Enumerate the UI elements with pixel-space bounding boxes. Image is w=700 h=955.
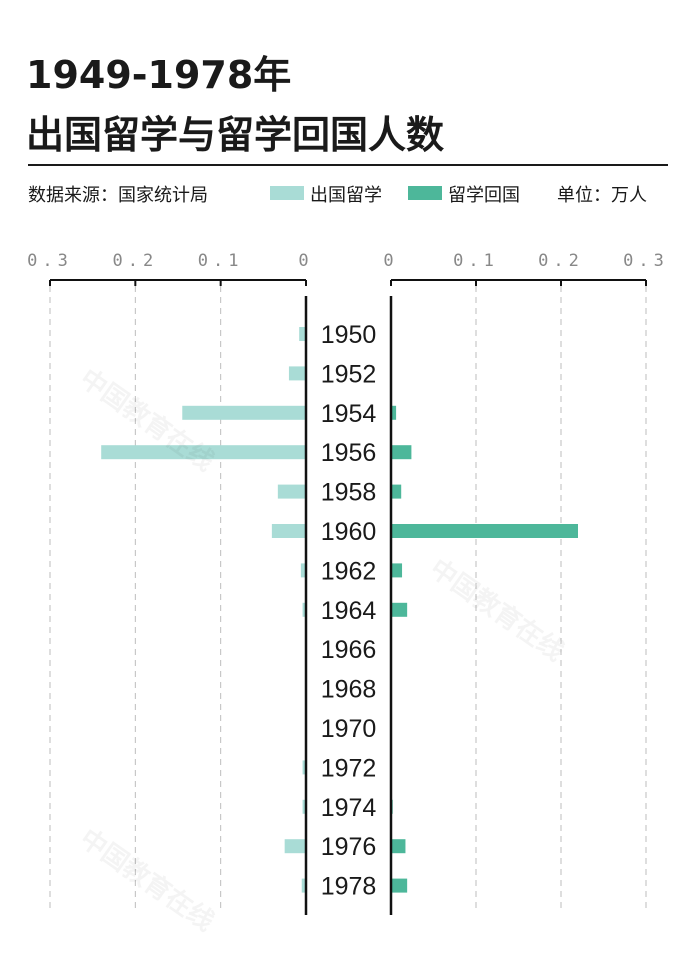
x-tick-label-right: 0.2	[538, 251, 584, 271]
legend-label-outbound: 出国留学	[310, 185, 382, 206]
bar-returned-1962	[391, 563, 403, 578]
bar-outbound-1960	[271, 524, 306, 538]
bar-outbound-1976	[284, 839, 306, 854]
year-label: 1978	[321, 873, 377, 901]
year-label: 1960	[321, 518, 377, 546]
bar-outbound-1962	[300, 563, 306, 578]
year-label: 1958	[321, 479, 377, 507]
year-label: 1972	[321, 754, 377, 782]
year-label: 1974	[321, 794, 377, 822]
year-label: 1962	[321, 557, 377, 585]
x-tick-label-left: 0.2	[112, 251, 158, 271]
chart-title-line2: 出国留学与留学回国人数	[26, 113, 445, 157]
unit-label: 单位：万人	[557, 185, 647, 206]
year-label: 1950	[321, 321, 377, 349]
bar-returned-1976	[391, 839, 406, 854]
bar-outbound-1978	[301, 878, 306, 893]
year-label: 1952	[321, 360, 377, 388]
year-label: 1964	[321, 597, 377, 625]
year-label: 1976	[321, 833, 377, 861]
bar-outbound-1972	[302, 760, 306, 775]
bar-outbound-1956	[101, 445, 306, 460]
bar-returned-1956	[391, 445, 412, 460]
bar-returned-1964	[391, 602, 408, 617]
year-label: 1956	[321, 439, 377, 467]
x-tick-label-left: 0.1	[198, 251, 244, 271]
year-label: 1954	[321, 400, 377, 428]
x-tick-label-left: 0.3	[27, 251, 73, 271]
bar-returned-1978	[391, 878, 408, 893]
legend-label-returned: 留学回国	[448, 185, 520, 206]
x-tick-label-right: 0.3	[623, 251, 669, 271]
bar-returned-1960	[391, 524, 578, 538]
bar-outbound-1952	[288, 366, 306, 381]
bar-outbound-1964	[302, 602, 306, 617]
year-label: 1966	[321, 636, 377, 664]
legend-swatch-returned	[408, 186, 442, 200]
bar-outbound-1958	[277, 484, 306, 499]
bar-outbound-1954	[182, 405, 306, 420]
year-label: 1970	[321, 715, 377, 743]
bar-outbound-1974	[302, 799, 306, 814]
source-label: 数据来源：国家统计局	[28, 185, 208, 206]
year-label: 1968	[321, 676, 377, 704]
bar-returned-1954	[391, 405, 397, 420]
x-tick-label-right: 0	[383, 251, 398, 271]
bar-outbound-1950	[299, 327, 306, 341]
x-tick-label-left: 0	[298, 251, 313, 271]
x-tick-label-right: 0.1	[453, 251, 499, 271]
legend-swatch-outbound	[270, 186, 304, 200]
title-divider	[28, 164, 668, 166]
chart-title-line1: 1949-1978年	[26, 53, 292, 97]
bar-returned-1958	[391, 484, 402, 499]
